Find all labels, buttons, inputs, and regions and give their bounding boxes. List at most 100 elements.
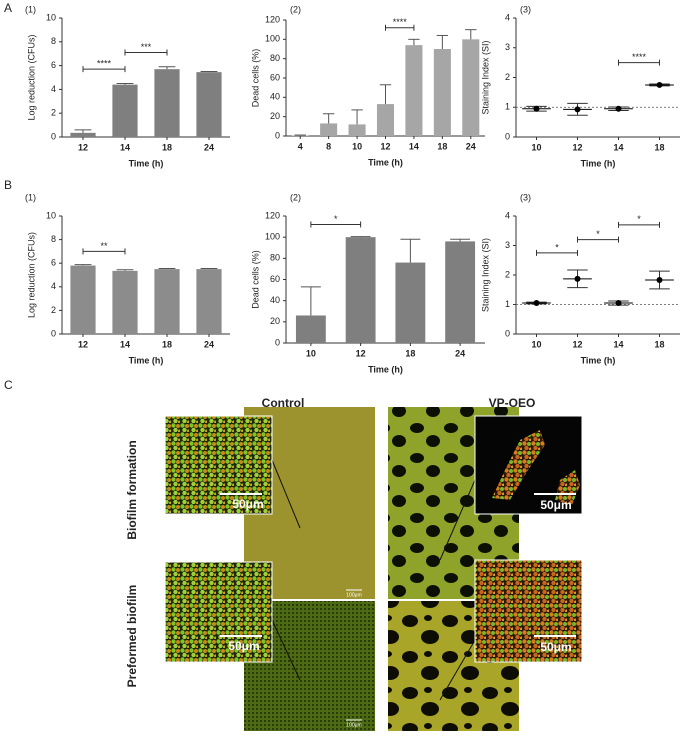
- x-axis-label: Time (h): [581, 158, 616, 168]
- y-tick-label: 6: [51, 60, 56, 70]
- bar: [377, 104, 394, 136]
- y-axis-label: Staining Index (SI): [480, 238, 490, 312]
- y-tick-label: 4: [505, 210, 510, 220]
- y-tick-label: 0: [505, 328, 510, 338]
- y-axis-label: Log reduction (CFUs): [26, 232, 36, 318]
- bar: [462, 39, 479, 136]
- bar: [70, 133, 95, 137]
- bar: [434, 49, 451, 136]
- x-tick-label: 24: [455, 348, 465, 358]
- y-tick-label: 60: [270, 72, 280, 82]
- y-tick-label: 80: [270, 253, 280, 263]
- significance-label: ***: [141, 42, 152, 52]
- scale-label: 50μm: [540, 640, 571, 654]
- x-axis-label: Time (h): [129, 158, 164, 168]
- significance-label: *: [555, 242, 559, 252]
- x-tick-label: 18: [405, 348, 415, 358]
- significance-label: ****: [632, 52, 647, 62]
- x-tick-label: 14: [613, 142, 623, 152]
- x-tick-label: 12: [572, 339, 582, 349]
- x-tick-label: 18: [654, 339, 664, 349]
- bar: [346, 237, 376, 343]
- panel-number: (2): [290, 4, 301, 14]
- panel-label: B: [4, 178, 12, 192]
- significance-label: **: [100, 241, 108, 251]
- panel-number: (1): [25, 192, 36, 202]
- y-tick-label: 20: [270, 316, 280, 326]
- bar: [405, 45, 422, 136]
- x-tick-label: 18: [162, 339, 172, 349]
- scale-label: 50μm: [228, 639, 259, 653]
- y-tick-label: 10: [46, 210, 56, 220]
- y-tick-label: 10: [46, 12, 56, 22]
- point: [534, 300, 540, 306]
- x-tick-label: 12: [78, 142, 88, 152]
- row-label: Biofilm formation: [125, 440, 139, 539]
- point: [575, 276, 581, 282]
- y-tick-label: 120: [265, 14, 280, 24]
- y-tick-label: 4: [51, 281, 56, 291]
- bar: [154, 69, 179, 137]
- y-tick-label: 100: [265, 34, 280, 44]
- x-tick-label: 4: [298, 141, 303, 151]
- x-tick-label: 14: [613, 339, 623, 349]
- point: [534, 106, 540, 112]
- significance-label: *: [637, 214, 641, 224]
- x-tick-label: 12: [380, 141, 390, 151]
- y-tick-label: 2: [505, 269, 510, 279]
- y-tick-label: 0: [51, 328, 56, 338]
- bar: [70, 266, 95, 334]
- x-tick-label: 12: [356, 348, 366, 358]
- bar: [112, 85, 137, 137]
- y-axis-label: Staining Index (SI): [480, 40, 490, 114]
- panel-number: (3): [520, 4, 531, 14]
- x-tick-label: 14: [120, 339, 130, 349]
- bar: [296, 315, 326, 343]
- x-axis-label: Time (h): [581, 355, 616, 365]
- x-tick-label: 10: [531, 339, 541, 349]
- x-tick-label: 18: [654, 142, 664, 152]
- x-tick-label: 24: [204, 339, 214, 349]
- x-tick-label: 18: [162, 142, 172, 152]
- scale-label: 100μm: [346, 722, 361, 728]
- point: [575, 106, 581, 112]
- y-tick-label: 0: [505, 131, 510, 141]
- point: [616, 300, 622, 306]
- y-tick-label: 0: [51, 131, 56, 141]
- scale-label: 100μm: [346, 592, 361, 598]
- panel-label: A: [4, 1, 12, 15]
- scale-label: 50μm: [540, 498, 571, 512]
- y-axis-label: Log reduction (CFUs): [26, 34, 36, 120]
- y-tick-label: 60: [270, 274, 280, 284]
- x-tick-label: 10: [531, 142, 541, 152]
- bar: [395, 263, 425, 343]
- significance-label: *: [596, 229, 600, 239]
- y-tick-label: 2: [51, 305, 56, 315]
- y-tick-label: 40: [270, 295, 280, 305]
- bar: [196, 269, 221, 334]
- point: [657, 277, 663, 283]
- y-tick-label: 2: [505, 72, 510, 82]
- y-tick-label: 0: [275, 337, 280, 347]
- scale-label: 50μm: [232, 497, 263, 511]
- x-axis-label: Time (h): [129, 355, 164, 365]
- y-tick-label: 100: [265, 232, 280, 242]
- y-tick-label: 1: [505, 102, 510, 112]
- panel-number: (2): [290, 192, 301, 202]
- x-tick-label: 14: [120, 142, 130, 152]
- bar: [445, 241, 475, 343]
- y-tick-label: 6: [51, 258, 56, 268]
- y-tick-label: 4: [51, 84, 56, 94]
- y-axis-label: Dead cells (%): [250, 49, 260, 108]
- bar: [349, 124, 366, 136]
- panel-number: (3): [520, 192, 531, 202]
- significance-label: ****: [97, 59, 112, 69]
- significance-label: ****: [393, 17, 408, 27]
- y-tick-label: 80: [270, 53, 280, 63]
- row-label: Preformed biofilm: [125, 585, 139, 688]
- y-tick-label: 1: [505, 299, 510, 309]
- y-tick-label: 3: [505, 240, 510, 250]
- y-tick-label: 3: [505, 42, 510, 52]
- x-axis-label: Time (h): [368, 157, 403, 167]
